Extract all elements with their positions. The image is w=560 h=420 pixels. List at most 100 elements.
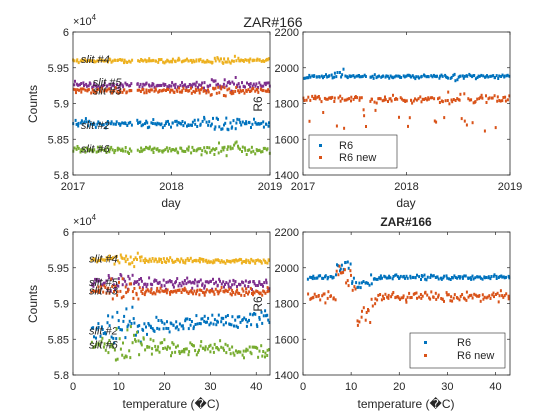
data-point bbox=[264, 355, 266, 359]
data-point bbox=[313, 276, 316, 280]
data-point bbox=[150, 259, 153, 263]
data-point bbox=[446, 99, 449, 102]
data-point bbox=[98, 86, 101, 90]
data-point bbox=[241, 145, 244, 149]
data-point bbox=[236, 325, 239, 329]
data-point bbox=[229, 147, 232, 151]
data-point bbox=[182, 86, 185, 90]
data-point bbox=[119, 289, 122, 293]
data-point bbox=[268, 90, 271, 94]
y-tick-label: 1400 bbox=[275, 170, 299, 182]
data-point bbox=[206, 320, 208, 324]
data-point bbox=[257, 355, 260, 359]
data-point bbox=[203, 86, 205, 90]
data-point bbox=[414, 276, 417, 280]
data-point bbox=[84, 150, 87, 154]
data-point bbox=[265, 81, 268, 85]
y-tick-label: 5.9 bbox=[54, 299, 69, 311]
data-point bbox=[376, 298, 379, 302]
data-point bbox=[146, 126, 149, 130]
data-point bbox=[117, 277, 120, 281]
data-point bbox=[200, 289, 203, 292]
data-point bbox=[193, 289, 196, 293]
data-point bbox=[181, 259, 184, 263]
data-point bbox=[261, 150, 264, 154]
data-point bbox=[438, 96, 441, 100]
data-point bbox=[178, 322, 181, 326]
data-point bbox=[453, 274, 456, 278]
data-point bbox=[326, 75, 329, 79]
data-point bbox=[141, 288, 144, 291]
data-point bbox=[178, 351, 181, 355]
data-point bbox=[353, 75, 356, 79]
y-axis-label: Counts bbox=[26, 85, 40, 123]
data-point bbox=[248, 60, 251, 64]
data-point bbox=[461, 74, 464, 78]
data-point bbox=[176, 58, 179, 62]
data-point bbox=[262, 88, 265, 92]
data-point bbox=[92, 284, 95, 288]
data-point bbox=[174, 86, 177, 90]
data-point bbox=[224, 261, 227, 265]
data-point bbox=[199, 147, 202, 151]
data-point bbox=[470, 277, 473, 281]
data-point bbox=[189, 341, 192, 345]
data-point bbox=[220, 320, 223, 324]
y-tick-label: 5.95 bbox=[48, 263, 69, 275]
data-point bbox=[167, 88, 170, 91]
data-point bbox=[247, 148, 250, 152]
x-tick-label: 2017 bbox=[291, 181, 315, 193]
data-point bbox=[313, 74, 316, 78]
data-point bbox=[110, 60, 113, 64]
data-point bbox=[185, 290, 188, 294]
data-point bbox=[138, 353, 141, 357]
data-point bbox=[255, 259, 258, 262]
data-point bbox=[208, 344, 211, 348]
data-point bbox=[242, 281, 245, 285]
data-point bbox=[311, 94, 314, 98]
legend-label-r6-new: R6 new bbox=[457, 350, 494, 362]
legend-label-r6: R6 bbox=[339, 140, 353, 152]
data-point bbox=[437, 277, 440, 281]
legend-marker-r6-new bbox=[319, 156, 322, 159]
data-point bbox=[158, 257, 161, 261]
data-point bbox=[243, 146, 246, 150]
data-point bbox=[133, 321, 136, 325]
data-point bbox=[164, 148, 167, 152]
data-point bbox=[101, 328, 104, 331]
data-point bbox=[265, 122, 268, 126]
x-tick-label: 30 bbox=[441, 381, 453, 393]
data-point bbox=[262, 84, 265, 88]
data-point bbox=[425, 75, 428, 79]
data-point bbox=[403, 75, 406, 79]
data-point bbox=[212, 116, 214, 120]
data-point bbox=[116, 83, 119, 86]
data-point bbox=[102, 345, 105, 349]
data-point bbox=[245, 291, 248, 294]
data-point bbox=[94, 345, 97, 348]
data-point bbox=[139, 82, 142, 86]
data-point bbox=[181, 288, 184, 292]
data-point bbox=[360, 96, 363, 100]
data-point bbox=[98, 57, 101, 61]
data-point bbox=[477, 74, 480, 78]
data-point bbox=[195, 292, 198, 296]
data-point bbox=[80, 82, 83, 85]
data-point bbox=[175, 147, 178, 151]
data-point bbox=[103, 81, 106, 85]
data-point bbox=[244, 85, 246, 89]
data-point bbox=[235, 258, 237, 262]
data-point bbox=[506, 98, 509, 102]
data-point bbox=[74, 79, 76, 83]
data-point bbox=[341, 73, 344, 77]
data-point bbox=[153, 278, 156, 282]
data-point bbox=[331, 76, 334, 80]
data-point bbox=[415, 75, 418, 79]
data-point bbox=[327, 275, 330, 279]
data-point bbox=[143, 91, 146, 95]
data-point bbox=[106, 88, 109, 92]
data-point bbox=[448, 102, 451, 106]
data-point bbox=[249, 280, 251, 284]
data-point bbox=[258, 316, 261, 319]
data-point bbox=[309, 275, 312, 279]
